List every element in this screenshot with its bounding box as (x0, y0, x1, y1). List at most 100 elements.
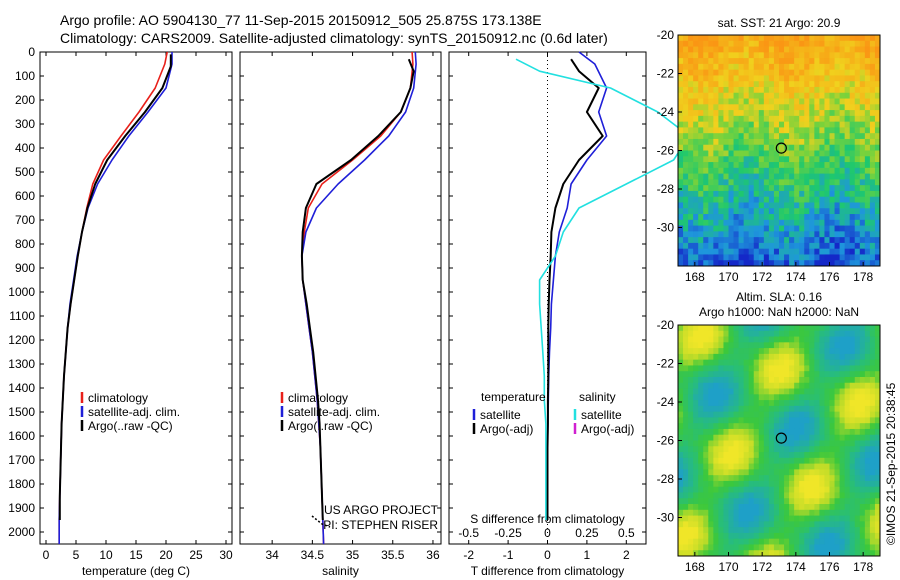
heatmap-cell (799, 330, 805, 338)
heatmap-cell (718, 104, 724, 111)
heatmap-cell (809, 219, 815, 227)
heatmap-cell (779, 248, 785, 255)
heatmap-cell (728, 144, 735, 152)
heatmap-cell (819, 35, 825, 42)
heatmap-cell (763, 144, 770, 152)
heatmap-cell (738, 515, 745, 522)
heatmap-cell (728, 104, 735, 111)
heatmap-cell (753, 400, 760, 407)
heatmap-cell (718, 504, 724, 511)
heatmap-cell (864, 104, 871, 111)
heatmap-cell (708, 196, 714, 203)
heatmap-cell (753, 190, 760, 198)
heatmap-cell (718, 486, 724, 493)
heatmap-cell (743, 242, 750, 250)
heatmap-cell (849, 52, 856, 59)
heatmap-cell (829, 527, 836, 534)
heatmap-cell (688, 538, 694, 545)
heatmap-cell (718, 92, 724, 100)
heatmap-cell (693, 104, 699, 111)
plot-frame (239, 51, 442, 545)
heatmap-cell (854, 521, 861, 528)
heatmap-cell (799, 121, 805, 128)
heatmap-cell (829, 411, 836, 418)
heatmap-cell (773, 162, 780, 169)
heatmap-cell (678, 353, 684, 361)
x-tick-label: 1 (584, 548, 591, 562)
heatmap-cell (768, 330, 775, 338)
heatmap-cell (799, 219, 805, 227)
heatmap-cell (768, 208, 775, 215)
heatmap-cell (758, 115, 765, 123)
heatmap-cell (723, 202, 729, 209)
heatmap-cell (768, 515, 775, 522)
heatmap-cell (708, 225, 714, 232)
heatmap-cell (804, 46, 810, 53)
heatmap-cell (824, 492, 830, 499)
heatmap-cell (678, 434, 684, 442)
heatmap-cell (748, 411, 755, 418)
heatmap-cell (678, 69, 684, 76)
heatmap-cell (829, 237, 836, 244)
heatmap-cell (869, 492, 876, 499)
heatmap-cell (799, 179, 805, 186)
heatmap-cell (784, 469, 790, 476)
heatmap-cell (748, 527, 755, 534)
heatmap-cell (829, 231, 836, 238)
heatmap-cell (753, 365, 760, 372)
heatmap-cell (748, 417, 755, 424)
heatmap-cell (703, 452, 709, 459)
heatmap-cell (683, 260, 689, 267)
heatmap-cell (864, 254, 871, 261)
heatmap-cell (874, 382, 881, 390)
heatmap-cell (733, 509, 740, 517)
heatmap-cell (834, 325, 841, 332)
heatmap-cell (859, 202, 866, 209)
heatmap-cell (693, 405, 699, 413)
heatmap-cell (698, 150, 704, 157)
heatmap-cell (789, 538, 795, 545)
heatmap-cell (708, 63, 714, 71)
heatmap-cell (779, 515, 785, 522)
heatmap-cell (854, 138, 861, 146)
heatmap-cell (864, 179, 871, 186)
heatmap-cell (733, 185, 740, 192)
heatmap-cell (824, 532, 830, 540)
heatmap-cell (748, 353, 755, 361)
heatmap-cell (854, 254, 861, 261)
heatmap-cell (738, 486, 745, 493)
heatmap-cell (733, 69, 740, 76)
heatmap-cell (678, 133, 684, 140)
heatmap-cell (763, 538, 770, 545)
heatmap-cell (773, 504, 780, 511)
heatmap-cell (713, 138, 719, 146)
heatmap-cell (763, 248, 770, 255)
heatmap-cell (809, 371, 815, 378)
heatmap-cell (799, 521, 805, 528)
heatmap-cell (819, 353, 825, 361)
heatmap-cell (738, 58, 745, 65)
heatmap-cell (748, 208, 755, 215)
heatmap-cell (799, 150, 805, 157)
heatmap-cell (773, 475, 780, 482)
heatmap-cell (708, 463, 714, 470)
heatmap-cell (809, 40, 815, 48)
heatmap-cell (753, 150, 760, 157)
heatmap-cell (819, 544, 825, 551)
heatmap-cell (834, 538, 841, 545)
heatmap-cell (678, 58, 684, 65)
heatmap-cell (773, 509, 780, 517)
heatmap-cell (804, 388, 810, 395)
heatmap-cell (688, 521, 694, 528)
heatmap-cell (794, 185, 800, 192)
heatmap-cell (799, 237, 805, 244)
heatmap-cell (718, 219, 724, 227)
heatmap-cell (834, 63, 841, 71)
heatmap-cell (779, 254, 785, 261)
heatmap-cell (738, 509, 745, 517)
heatmap-cell (718, 463, 724, 470)
heatmap-cell (688, 371, 694, 378)
heatmap-cell (799, 46, 805, 53)
heatmap-cell (718, 400, 724, 407)
heatmap-cell (773, 538, 780, 545)
